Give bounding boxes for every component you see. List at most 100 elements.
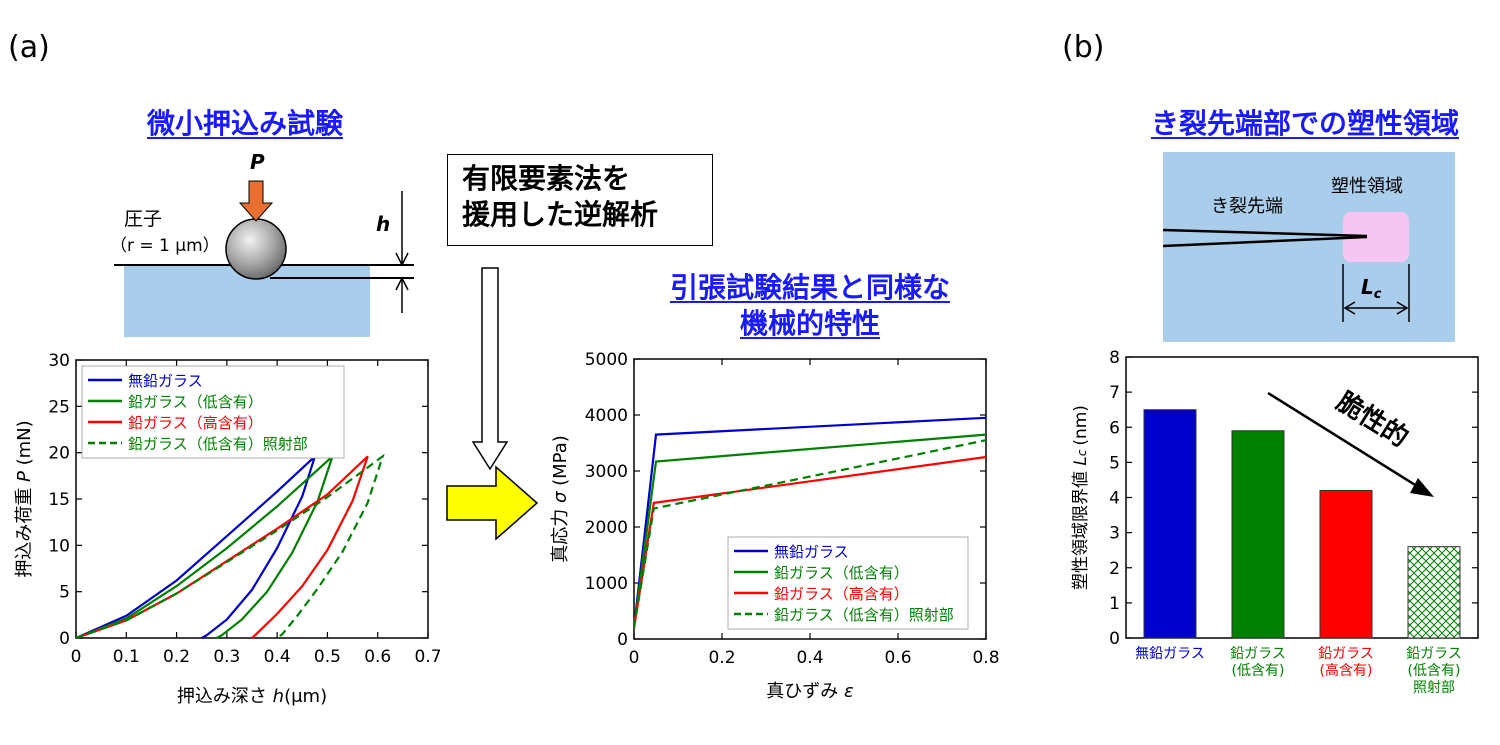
bar-category-label: 無鉛ガラス: [1135, 646, 1205, 662]
lc-arrow-left-icon: [1343, 301, 1356, 315]
indent-x-axis-label: 押込み深さ h(μm): [177, 686, 327, 707]
bar-category-label: (高含有): [1320, 662, 1373, 679]
indent-y-tick-label: 30: [48, 351, 70, 371]
mechanical-props-title-line1: 引張試験結果と同様な: [669, 271, 950, 304]
indent-y-tick-label: 15: [48, 490, 70, 510]
bar-y-tick-label: 4: [1109, 489, 1120, 509]
crack-specimen: [1163, 152, 1455, 342]
load-label: P: [250, 150, 265, 174]
indent-y-tick-label: 0: [59, 629, 70, 649]
crack-tip-label: き裂先端: [1211, 196, 1283, 217]
indent-x-tick-label: 0.6: [364, 647, 391, 667]
stress-x-tick-label: 0: [629, 648, 640, 668]
stress-x-tick-label: 0.2: [708, 648, 735, 668]
bar-category-label: (低含有): [1408, 663, 1461, 679]
stress-x-tick-label: 0.6: [884, 648, 911, 668]
load-arrow-icon: [238, 180, 274, 222]
bar-category-label: 鉛ガラス: [1406, 646, 1462, 662]
depth-arrow-up-icon: [395, 276, 409, 291]
bar-y-tick-label: 3: [1109, 524, 1120, 544]
indent-y-tick-label: 20: [48, 444, 70, 464]
indent-legend-label: 無鉛ガラス: [128, 372, 203, 390]
stress-x-axis-label: 真ひずみ ε: [766, 681, 854, 702]
bar-mark: [1143, 409, 1197, 639]
bar-y-axis-label: 塑性領域限界値 Lc (nm): [1071, 405, 1091, 590]
indent-y-tick-label: 10: [48, 536, 70, 556]
plastic-zone-title: き裂先端部での塑性領域: [1150, 107, 1459, 140]
bar-y-tick-label: 7: [1109, 383, 1120, 403]
indent-y-tick-label: 25: [48, 397, 70, 417]
bar-y-tick-label: 1: [1109, 594, 1120, 614]
mechanical-props-title: 引張試験結果と同様な 機械的特性: [620, 270, 1000, 342]
bar-y-tick-label: 6: [1109, 418, 1120, 438]
indent-x-tick-label: 0.5: [314, 647, 341, 667]
fem-inverse-analysis-box: 有限要素法を 援用した逆解析: [447, 154, 713, 246]
stress-y-tick-label: 0: [617, 630, 628, 650]
lc-arrow-right-icon: [1396, 301, 1409, 315]
plastic-zone-label: 塑性領域: [1331, 176, 1403, 197]
stress-x-tick-label: 0.8: [972, 648, 999, 668]
fem-box-line1: 有限要素法を: [462, 162, 631, 195]
fem-box-line2: 援用した逆解析: [462, 198, 659, 231]
bar-y-tick-label: 2: [1109, 559, 1120, 579]
indent-legend-label: 鉛ガラス（低含有）照射部: [128, 435, 308, 453]
brittle-trend-line: [1267, 391, 1429, 495]
stress-y-tick-label: 4000: [585, 406, 628, 426]
indent-legend-label: 鉛ガラス（低含有）: [128, 393, 263, 411]
stress-legend-label: 鉛ガラス（低含有）照射部: [774, 606, 954, 624]
indent-x-tick-label: 0: [71, 647, 82, 667]
stress-x-tick-label: 0.4: [796, 648, 823, 668]
brittle-annotation: 脆性的: [1331, 386, 1414, 454]
stress-y-tick-label: 1000: [585, 574, 628, 594]
stress-y-axis-label: 真応力 σ (MPa): [550, 435, 571, 563]
indentation-test-title: 微小押込み試験: [146, 107, 343, 140]
indent-x-tick-label: 0.3: [213, 647, 240, 667]
indent-y-axis-label: 押込み荷重 P (mN): [14, 420, 35, 577]
panel-label-b: (b): [1062, 30, 1105, 65]
plastic-zone-region: [1343, 212, 1409, 262]
stress-legend-label: 鉛ガラス（低含有）: [774, 564, 909, 582]
indenter-label: 圧子: [124, 208, 162, 230]
bar-y-tick-label: 0: [1109, 629, 1120, 649]
bar-category-label: 照射部: [1413, 680, 1455, 696]
panel-label-a: (a): [8, 30, 50, 65]
yellow-right-arrow-icon: [446, 465, 539, 541]
mechanical-props-title-line2: 機械的特性: [739, 307, 880, 340]
depth-label: h: [376, 212, 390, 236]
indent-x-tick-label: 0.1: [113, 647, 140, 667]
indent-x-tick-label: 0.4: [264, 647, 291, 667]
stress-series-line: [632, 439, 987, 628]
crack-lower-edge: [1163, 235, 1368, 248]
bar-category-label: (低含有): [1232, 663, 1285, 679]
stress-series-line: [632, 433, 987, 628]
bar-category-label: 鉛ガラス: [1318, 646, 1374, 662]
stress-legend-label: 無鉛ガラス: [774, 543, 849, 561]
indent-legend-box: [81, 365, 345, 459]
indent-x-tick-label: 0.7: [414, 647, 441, 667]
bar-mark: [1319, 489, 1373, 639]
indent-series-line: [75, 453, 385, 640]
bar-y-tick-label: 5: [1109, 453, 1120, 473]
crack-tip-diagram: き裂先端 塑性領域 Lc: [1163, 152, 1455, 342]
stress-y-tick-label: 5000: [585, 350, 628, 370]
brittle-trend-arrow-icon: [1410, 478, 1434, 497]
indentation-load-depth-chart: 0 5 10 15 20 25 30 0 0.1 0.2 0.3 0.4 0.5 0.6 0.7 無鉛ガラス鉛…: [14, 351, 442, 707]
indent-series-line: [75, 452, 335, 640]
indent-series-line: [75, 452, 318, 640]
stress-strain-chart: 0 1000 2000 3000 4000 5000 0 0.2 0.4 0.6 0.8 無鉛ガラス鉛…: [550, 350, 1000, 702]
bar-category-label: 鉛ガラス: [1230, 646, 1286, 662]
indenter-ball: [225, 218, 287, 280]
radius-label: （r = 1 μm）: [110, 236, 220, 256]
bar-y-tick-label: 8: [1109, 348, 1120, 368]
indent-y-tick-label: 5: [59, 583, 70, 603]
stress-y-tick-label: 3000: [585, 462, 628, 482]
indentation-diagram: P 圧子 （r = 1 μm） h: [110, 150, 414, 337]
bar-mark: [1407, 546, 1461, 639]
stress-y-tick-label: 2000: [585, 518, 628, 538]
indent-legend-label: 鉛ガラス（高含有）: [128, 414, 263, 432]
bar-mark: [1231, 430, 1285, 639]
depth-arrow-down-icon: [395, 252, 409, 267]
crack-upper-edge: [1163, 228, 1368, 238]
stress-series-line: [632, 416, 987, 628]
